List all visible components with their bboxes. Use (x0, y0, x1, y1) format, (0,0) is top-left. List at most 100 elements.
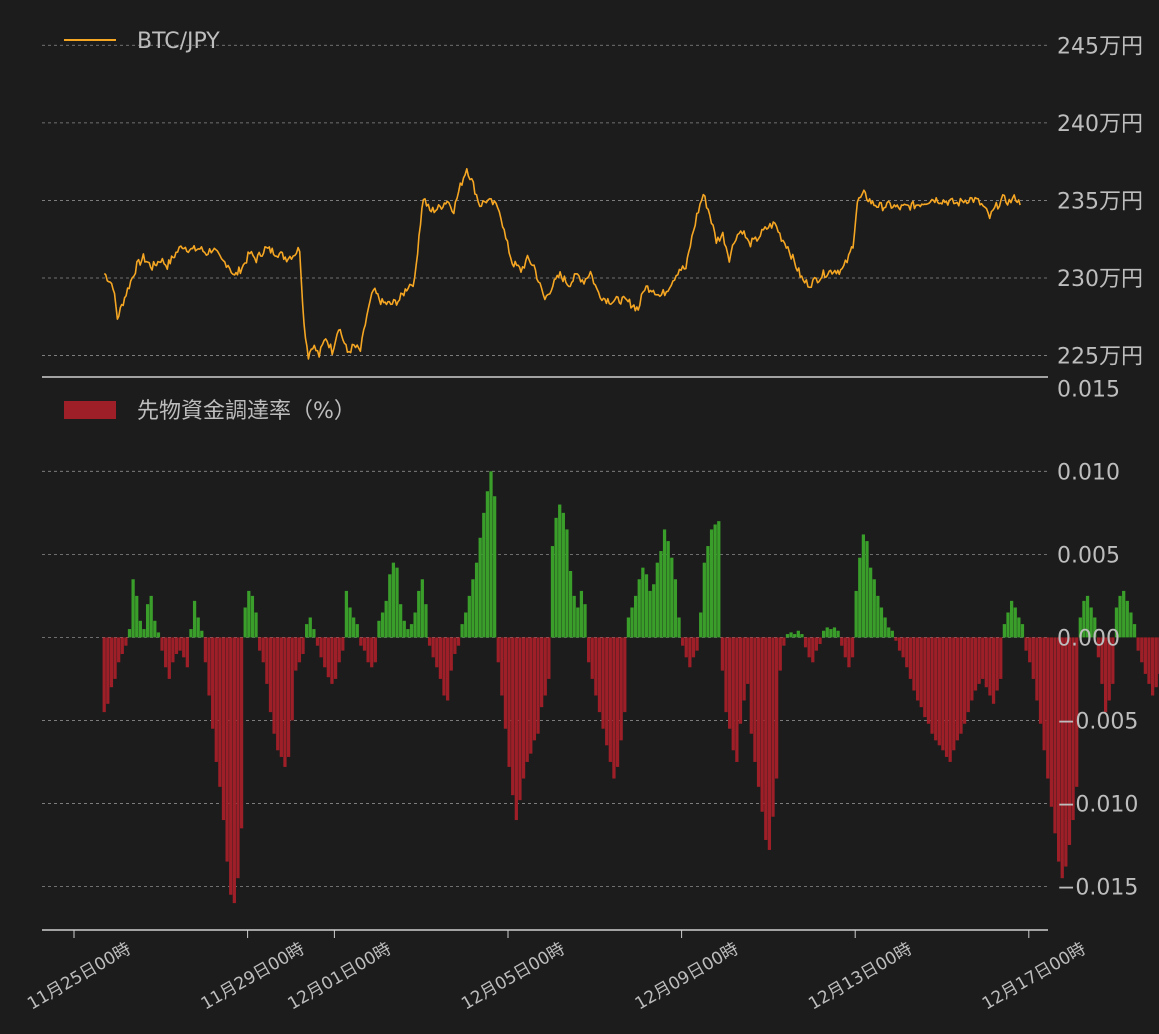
funding-bar (1111, 637, 1115, 684)
funding-bar (637, 579, 641, 638)
funding-bar (467, 595, 471, 638)
funding-bar (948, 637, 952, 762)
funding-bar (565, 529, 569, 638)
funding-bar (449, 637, 453, 671)
funding-bar (442, 637, 446, 696)
funding-bar (1132, 624, 1137, 638)
funding-bar (214, 637, 218, 762)
funding-bar (847, 637, 851, 668)
funding-bar (869, 567, 873, 638)
funding-bar (1028, 637, 1032, 663)
funding-bar (550, 546, 555, 638)
funding-bar (1046, 637, 1050, 779)
funding-bar (746, 637, 750, 684)
funding-bar (409, 624, 414, 638)
funding-bar (254, 612, 258, 638)
funding-y-tick-label: −0.005 (1057, 709, 1138, 734)
funding-bar (127, 629, 132, 638)
funding-bar (384, 600, 388, 638)
funding-bar (724, 637, 728, 713)
funding-bar (453, 637, 457, 654)
funding-bar (402, 620, 406, 638)
funding-bar (1125, 600, 1129, 638)
funding-bar (1017, 617, 1021, 638)
funding-bar (203, 637, 208, 663)
funding-bar (258, 637, 262, 651)
funding-bar (171, 637, 175, 663)
funding-bar (999, 637, 1003, 679)
price-y-tick-label: 235万円 (1057, 189, 1143, 214)
funding-bar (1060, 637, 1064, 879)
funding-bar (131, 579, 135, 638)
funding-bar (1002, 624, 1007, 638)
funding-bar (482, 512, 486, 638)
funding-y-tick-label: 0.015 (1057, 377, 1120, 402)
funding-bar (276, 637, 280, 751)
funding-bar (970, 637, 974, 701)
funding-bar (315, 637, 320, 646)
funding-bar (149, 595, 153, 638)
funding-bar (554, 517, 558, 638)
funding-bar (474, 562, 479, 638)
funding-bar (489, 471, 493, 638)
funding-bar (156, 632, 161, 638)
funding-bar (344, 590, 349, 638)
funding-bar (634, 595, 638, 638)
funding-bar (673, 579, 678, 638)
funding-bar (930, 637, 934, 734)
funding-bar (138, 620, 142, 638)
funding-bar (124, 637, 128, 646)
funding-bar (937, 637, 941, 746)
funding-bar (825, 627, 829, 638)
funding-bar (1031, 637, 1035, 679)
funding-bar (145, 604, 150, 638)
funding-bar (1089, 607, 1093, 638)
funding-bar (297, 637, 302, 663)
funding-bar (652, 584, 656, 638)
funding-bar (905, 637, 909, 668)
funding-bar (608, 637, 612, 762)
funding-bar (109, 637, 114, 688)
funding-bar (532, 637, 537, 741)
funding-bar (1067, 637, 1072, 845)
funding-legend-label: 先物資金調達率（%） (137, 399, 356, 424)
funding-bar (890, 630, 894, 638)
funding-bar (926, 637, 931, 724)
funding-bar (767, 637, 772, 850)
funding-legend: 先物資金調達率（%） (64, 399, 356, 424)
funding-bar (283, 637, 287, 767)
funding-bar (594, 637, 598, 696)
funding-bar (427, 637, 432, 646)
funding-bar (525, 637, 529, 762)
funding-bar (1078, 617, 1082, 638)
funding-bar (901, 637, 905, 658)
funding-bar (912, 637, 916, 691)
funding-bar (1129, 612, 1133, 638)
funding-bar (709, 529, 714, 638)
funding-bar (731, 637, 735, 751)
funding-bar (843, 637, 847, 658)
funding-bar (496, 637, 500, 663)
funding-bar (908, 637, 913, 679)
funding-bar (189, 629, 193, 638)
funding-bar (897, 637, 902, 651)
funding-bar (977, 637, 981, 684)
funding-bar (1100, 637, 1104, 684)
funding-bar (305, 624, 309, 638)
funding-bar (854, 590, 858, 638)
funding-bar (818, 637, 822, 645)
funding-bar (268, 637, 273, 713)
funding-bar (1140, 637, 1144, 663)
funding-bar (391, 562, 396, 638)
funding-bar (507, 637, 511, 767)
price-y-tick-label: 240万円 (1057, 112, 1143, 137)
funding-bar (503, 637, 508, 729)
funding-bar (362, 637, 367, 651)
funding-bar (822, 630, 826, 638)
funding-bar (493, 496, 497, 638)
funding-bar (576, 607, 580, 638)
funding-bar (113, 637, 117, 679)
funding-bar (955, 637, 960, 741)
funding-bar (916, 637, 920, 701)
